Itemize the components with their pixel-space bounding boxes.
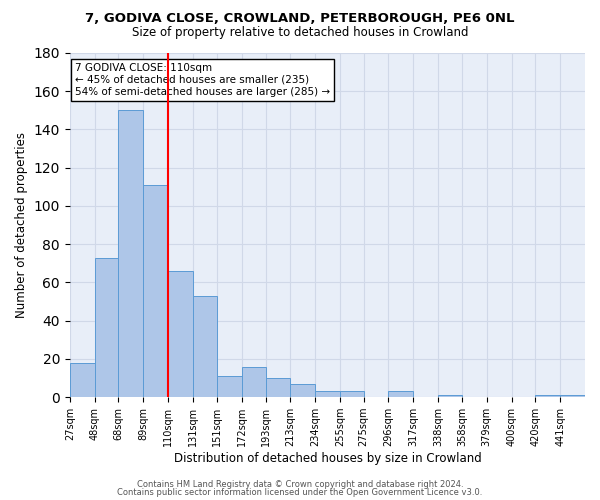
Text: Size of property relative to detached houses in Crowland: Size of property relative to detached ho… — [132, 26, 468, 39]
Y-axis label: Number of detached properties: Number of detached properties — [15, 132, 28, 318]
Bar — [95, 258, 118, 397]
Bar — [143, 185, 168, 397]
Text: 7 GODIVA CLOSE: 110sqm
← 45% of detached houses are smaller (235)
54% of semi-de: 7 GODIVA CLOSE: 110sqm ← 45% of detached… — [75, 64, 330, 96]
Bar — [535, 396, 560, 397]
Bar — [560, 396, 585, 397]
Bar — [217, 376, 242, 397]
Bar — [290, 384, 315, 397]
Bar — [70, 363, 95, 397]
Bar — [438, 396, 462, 397]
Bar — [242, 366, 266, 397]
Bar — [266, 378, 290, 397]
Bar — [340, 392, 364, 397]
Text: Contains public sector information licensed under the Open Government Licence v3: Contains public sector information licen… — [118, 488, 482, 497]
Bar — [388, 392, 413, 397]
Text: 7, GODIVA CLOSE, CROWLAND, PETERBOROUGH, PE6 0NL: 7, GODIVA CLOSE, CROWLAND, PETERBOROUGH,… — [85, 12, 515, 26]
Text: Contains HM Land Registry data © Crown copyright and database right 2024.: Contains HM Land Registry data © Crown c… — [137, 480, 463, 489]
Bar — [168, 271, 193, 397]
Bar — [315, 392, 340, 397]
X-axis label: Distribution of detached houses by size in Crowland: Distribution of detached houses by size … — [173, 452, 481, 465]
Bar — [193, 296, 217, 397]
Bar — [118, 110, 143, 397]
